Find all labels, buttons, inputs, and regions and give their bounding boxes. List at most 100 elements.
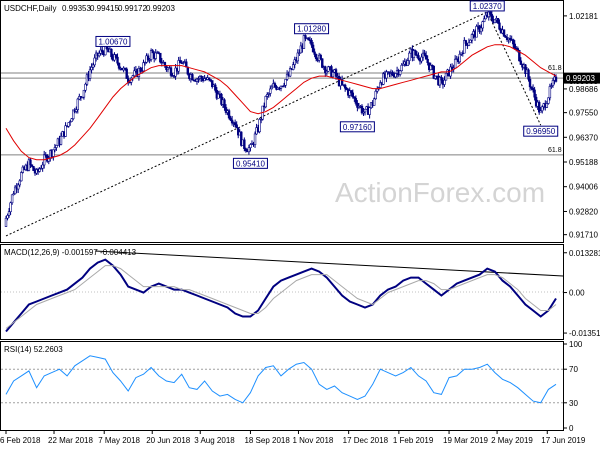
price-candle: [84, 82, 87, 93]
price-candle: [261, 105, 264, 121]
price-candle: [217, 90, 220, 99]
price-y-axis: 1.021810.990630.986860.975500.963700.951…: [563, 12, 598, 240]
price-candle: [545, 100, 549, 108]
rsi-panel-frame: [0, 341, 564, 431]
moving-average-line: [5, 44, 557, 161]
price-candle: [30, 164, 34, 168]
falling-trendline: [486, 11, 542, 126]
candle-body: [551, 80, 555, 86]
candle-body: [4, 217, 8, 227]
price-label-box: [523, 125, 559, 137]
price-candle: [207, 77, 211, 82]
trendlines: [5, 11, 542, 237]
x-tick-label: 2 May 2019: [491, 436, 533, 445]
macd-y-tick-label: 0.00: [569, 289, 585, 298]
candle-body: [151, 50, 154, 54]
price-candle: [429, 62, 432, 71]
price-candle: [426, 55, 429, 66]
price-y-tick-label: 1.02181: [569, 12, 598, 21]
macd-title: MACD(12,26,9) -0.001597 -0.004413: [4, 248, 137, 257]
x-tick-label: 1 Feb 2019: [393, 436, 434, 445]
watermark: ActionForex.com: [335, 177, 545, 208]
candle-body: [420, 56, 423, 62]
candle-body: [38, 168, 41, 172]
price-label-text: 1.02370: [473, 2, 502, 11]
price-candle: [266, 92, 269, 100]
price-candle: [52, 149, 55, 161]
candle-body: [444, 72, 448, 81]
candle-body: [39, 167, 43, 170]
candle-body: [10, 194, 14, 204]
candle-body: [498, 22, 501, 30]
candle-body: [282, 85, 286, 87]
candle-body: [319, 54, 322, 60]
price-candle: [479, 24, 483, 35]
price-candle: [528, 76, 532, 91]
candle-body: [137, 68, 141, 77]
candle-body: [78, 96, 81, 100]
candle-body: [292, 64, 295, 70]
candle-body: [321, 58, 324, 68]
price-candle: [498, 19, 501, 31]
price-label-text: 0.95410: [236, 159, 265, 168]
candle-body: [547, 97, 550, 104]
candle-body: [17, 184, 20, 190]
candle-body: [70, 118, 73, 122]
candle-body: [354, 98, 358, 104]
price-candle: [220, 92, 223, 107]
candle-body: [253, 133, 257, 146]
price-candle: [533, 86, 536, 101]
candle-body: [331, 72, 335, 78]
candle-body: [13, 186, 17, 195]
candle-body: [200, 76, 203, 79]
price-candle: [13, 184, 17, 195]
price-panel: ActionForex.com 61.861.8 1.006701.012801…: [0, 0, 600, 243]
x-tick-label: 19 Mar 2019: [443, 436, 488, 445]
price-candle: [82, 89, 86, 100]
price-candle: [259, 117, 263, 124]
candle-body: [220, 93, 223, 105]
x-tick-label: 17 Jun 2019: [541, 436, 586, 445]
price-candle: [279, 85, 283, 92]
rising-trendline: [5, 11, 488, 237]
candle-body: [406, 60, 410, 66]
price-y-tick-label: 0.98686: [569, 85, 598, 94]
candle-body: [325, 71, 329, 74]
candle-body: [270, 86, 274, 90]
price-candle: [191, 73, 194, 81]
price-candle: [550, 82, 553, 89]
x-tick-label: 22 Mar 2018: [48, 436, 93, 445]
rsi-y-tick-label: 0: [569, 424, 574, 433]
price-candle: [172, 74, 176, 79]
price-candle: [496, 18, 500, 25]
price-candle: [345, 86, 348, 91]
price-candle: [29, 158, 32, 169]
candle-body: [400, 64, 403, 72]
candle-body: [243, 139, 246, 150]
price-candle: [420, 53, 423, 64]
candle-body: [266, 94, 269, 97]
candle-body: [269, 88, 272, 94]
price-candle: [273, 81, 277, 89]
price-candle: [502, 29, 506, 37]
price-candle: [444, 72, 448, 81]
price-label-box: [232, 157, 268, 169]
price-candle: [146, 53, 150, 63]
last-price-tag: 0.99203: [564, 72, 600, 84]
price-candle: [508, 35, 512, 43]
candle-body: [76, 98, 80, 110]
candle-body: [123, 67, 127, 70]
candle-body: [310, 39, 313, 46]
candle-body: [554, 76, 558, 82]
macd-y-tick-label: 0.013281: [569, 249, 600, 258]
candle-body: [52, 149, 55, 157]
candle-body: [209, 79, 212, 81]
candle-body: [504, 36, 507, 38]
candle-body: [29, 159, 32, 166]
candle-body: [313, 51, 316, 55]
candle-body: [230, 119, 234, 124]
ohlc-high: 0.99415: [90, 4, 119, 13]
candle-body: [174, 67, 177, 77]
price-candle: [423, 49, 426, 57]
price-label: 1.01280: [294, 23, 330, 35]
